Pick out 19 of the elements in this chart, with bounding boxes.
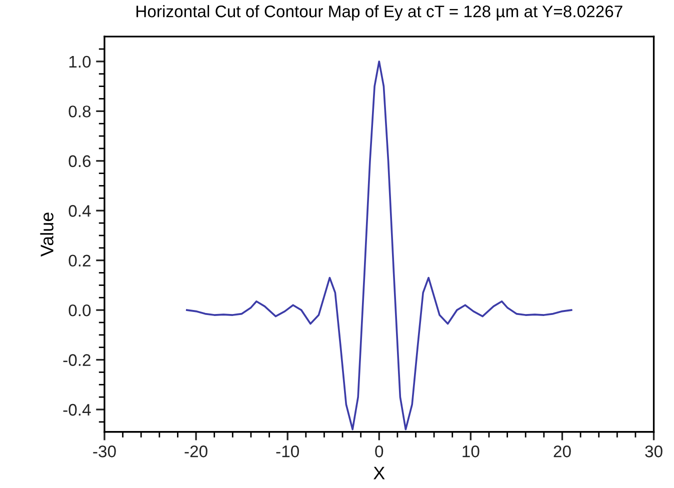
- x-tick-label: 0: [375, 446, 384, 458]
- y-tick-label: 0.4: [68, 205, 91, 217]
- line-series: [186, 60, 572, 430]
- chart-title: Horizontal Cut of Contour Map of Ey at cT = 128 µm at Y=8.02267: [136, 5, 622, 21]
- y-tick-label: 0.6: [68, 155, 91, 168]
- y-tick-label: 0.2: [68, 254, 90, 267]
- x-tick-label: 20: [554, 446, 571, 458]
- y-tick-label: 0.0: [68, 304, 91, 316]
- x-tick-label: -10: [276, 446, 299, 458]
- x-tick-label: 30: [645, 446, 662, 458]
- y-tick-label: 0.8: [68, 106, 91, 118]
- x-tick-label: 10: [462, 446, 480, 458]
- x-axis-title: X: [374, 466, 385, 480]
- x-tick-label: -30: [93, 446, 116, 458]
- y-tick-label: -0.4: [63, 404, 91, 416]
- y-tick-label: 1.0: [69, 56, 91, 68]
- y-tick-label: -0.2: [63, 354, 90, 366]
- x-tick-label: -20: [184, 446, 208, 458]
- y-axis-title: Value: [40, 212, 54, 257]
